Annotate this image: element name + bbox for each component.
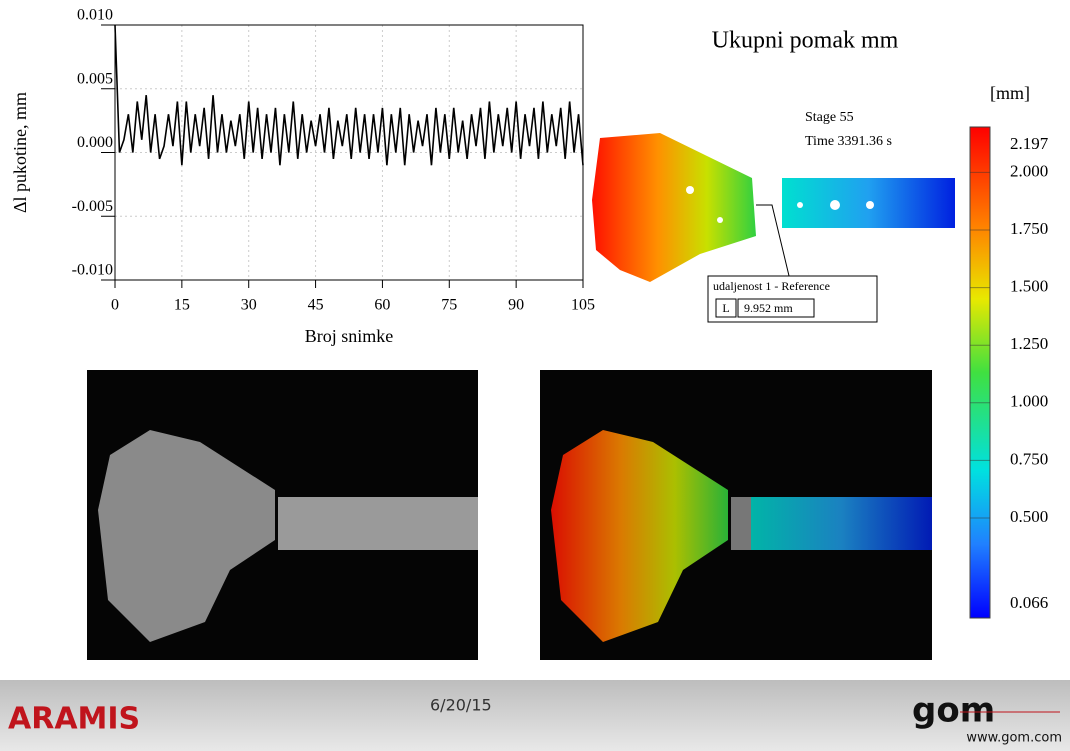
- y-axis-label: Δl pukotine, mm: [10, 92, 30, 213]
- colorbar-ticks: 2.197 2.000 1.750 1.500 1.250 1.000 0.750 0.500…: [970, 126, 1049, 619]
- measurement-value: 9.952 mm: [744, 301, 793, 315]
- colorbar: [969, 126, 991, 619]
- x-tick-label: 105: [571, 297, 595, 314]
- measurement-key: L: [722, 301, 729, 315]
- title: Ukupni pomak mm: [712, 28, 899, 54]
- colorbar-label: [mm]: [990, 83, 1030, 103]
- colorbar-tick-label: 0.750: [1010, 449, 1048, 468]
- x-tick-label: 75: [441, 297, 457, 314]
- colorbar-tick-label: 1.500: [1010, 277, 1048, 296]
- x-tick-label: 90: [508, 297, 524, 314]
- measurement-name: udaljenost 1 - Reference: [713, 279, 830, 293]
- url: www.gom.com: [966, 731, 1062, 746]
- product: ARAMIS: [8, 702, 140, 737]
- footer: [0, 680, 1070, 751]
- y-tick-label: 0.010: [77, 7, 113, 24]
- x-tick-label: 30: [241, 297, 257, 314]
- colorbar-tick-label: 1.750: [1010, 219, 1048, 238]
- y-tick-label: 0.005: [77, 70, 113, 87]
- y-tick-label: -0.010: [72, 262, 113, 279]
- data-line: [114, 24, 584, 166]
- colorbar-tick-label: 0.066: [1010, 593, 1048, 612]
- date: 6/20/15: [430, 696, 492, 715]
- stage: Stage 55: [805, 110, 854, 125]
- time: Time 3391.36 s: [805, 134, 892, 149]
- x-tick-label: 0: [111, 297, 119, 314]
- value-box: [737, 298, 815, 318]
- y-tick-label: 0.000: [77, 134, 113, 151]
- x-tick-label: 60: [374, 297, 390, 314]
- y-tick-label: -0.005: [72, 198, 113, 215]
- plot-frame: [114, 24, 584, 281]
- colorbar-tick-label: 2.197: [1010, 134, 1049, 153]
- deformation-map: [592, 133, 955, 282]
- photo-right: [540, 370, 932, 660]
- photo-left: [87, 370, 478, 660]
- x-tick-label: 15: [174, 297, 190, 314]
- colorbar-tick-label: 1.250: [1010, 334, 1048, 353]
- key-box: [715, 298, 737, 318]
- logo: gom: [912, 691, 995, 731]
- chart: 0.010 0.005 0.000 -0.005 -0.010 0 15 30 45 60 75 90…: [10, 7, 595, 346]
- colorbar-tick-label: 1.000: [1010, 392, 1048, 411]
- x-axis-label: Broj snimke: [305, 326, 394, 346]
- colorbar-tick-label: 2.000: [1010, 161, 1048, 180]
- x-tick-label: 45: [308, 297, 324, 314]
- colorbar-tick-label: 0.500: [1010, 507, 1048, 526]
